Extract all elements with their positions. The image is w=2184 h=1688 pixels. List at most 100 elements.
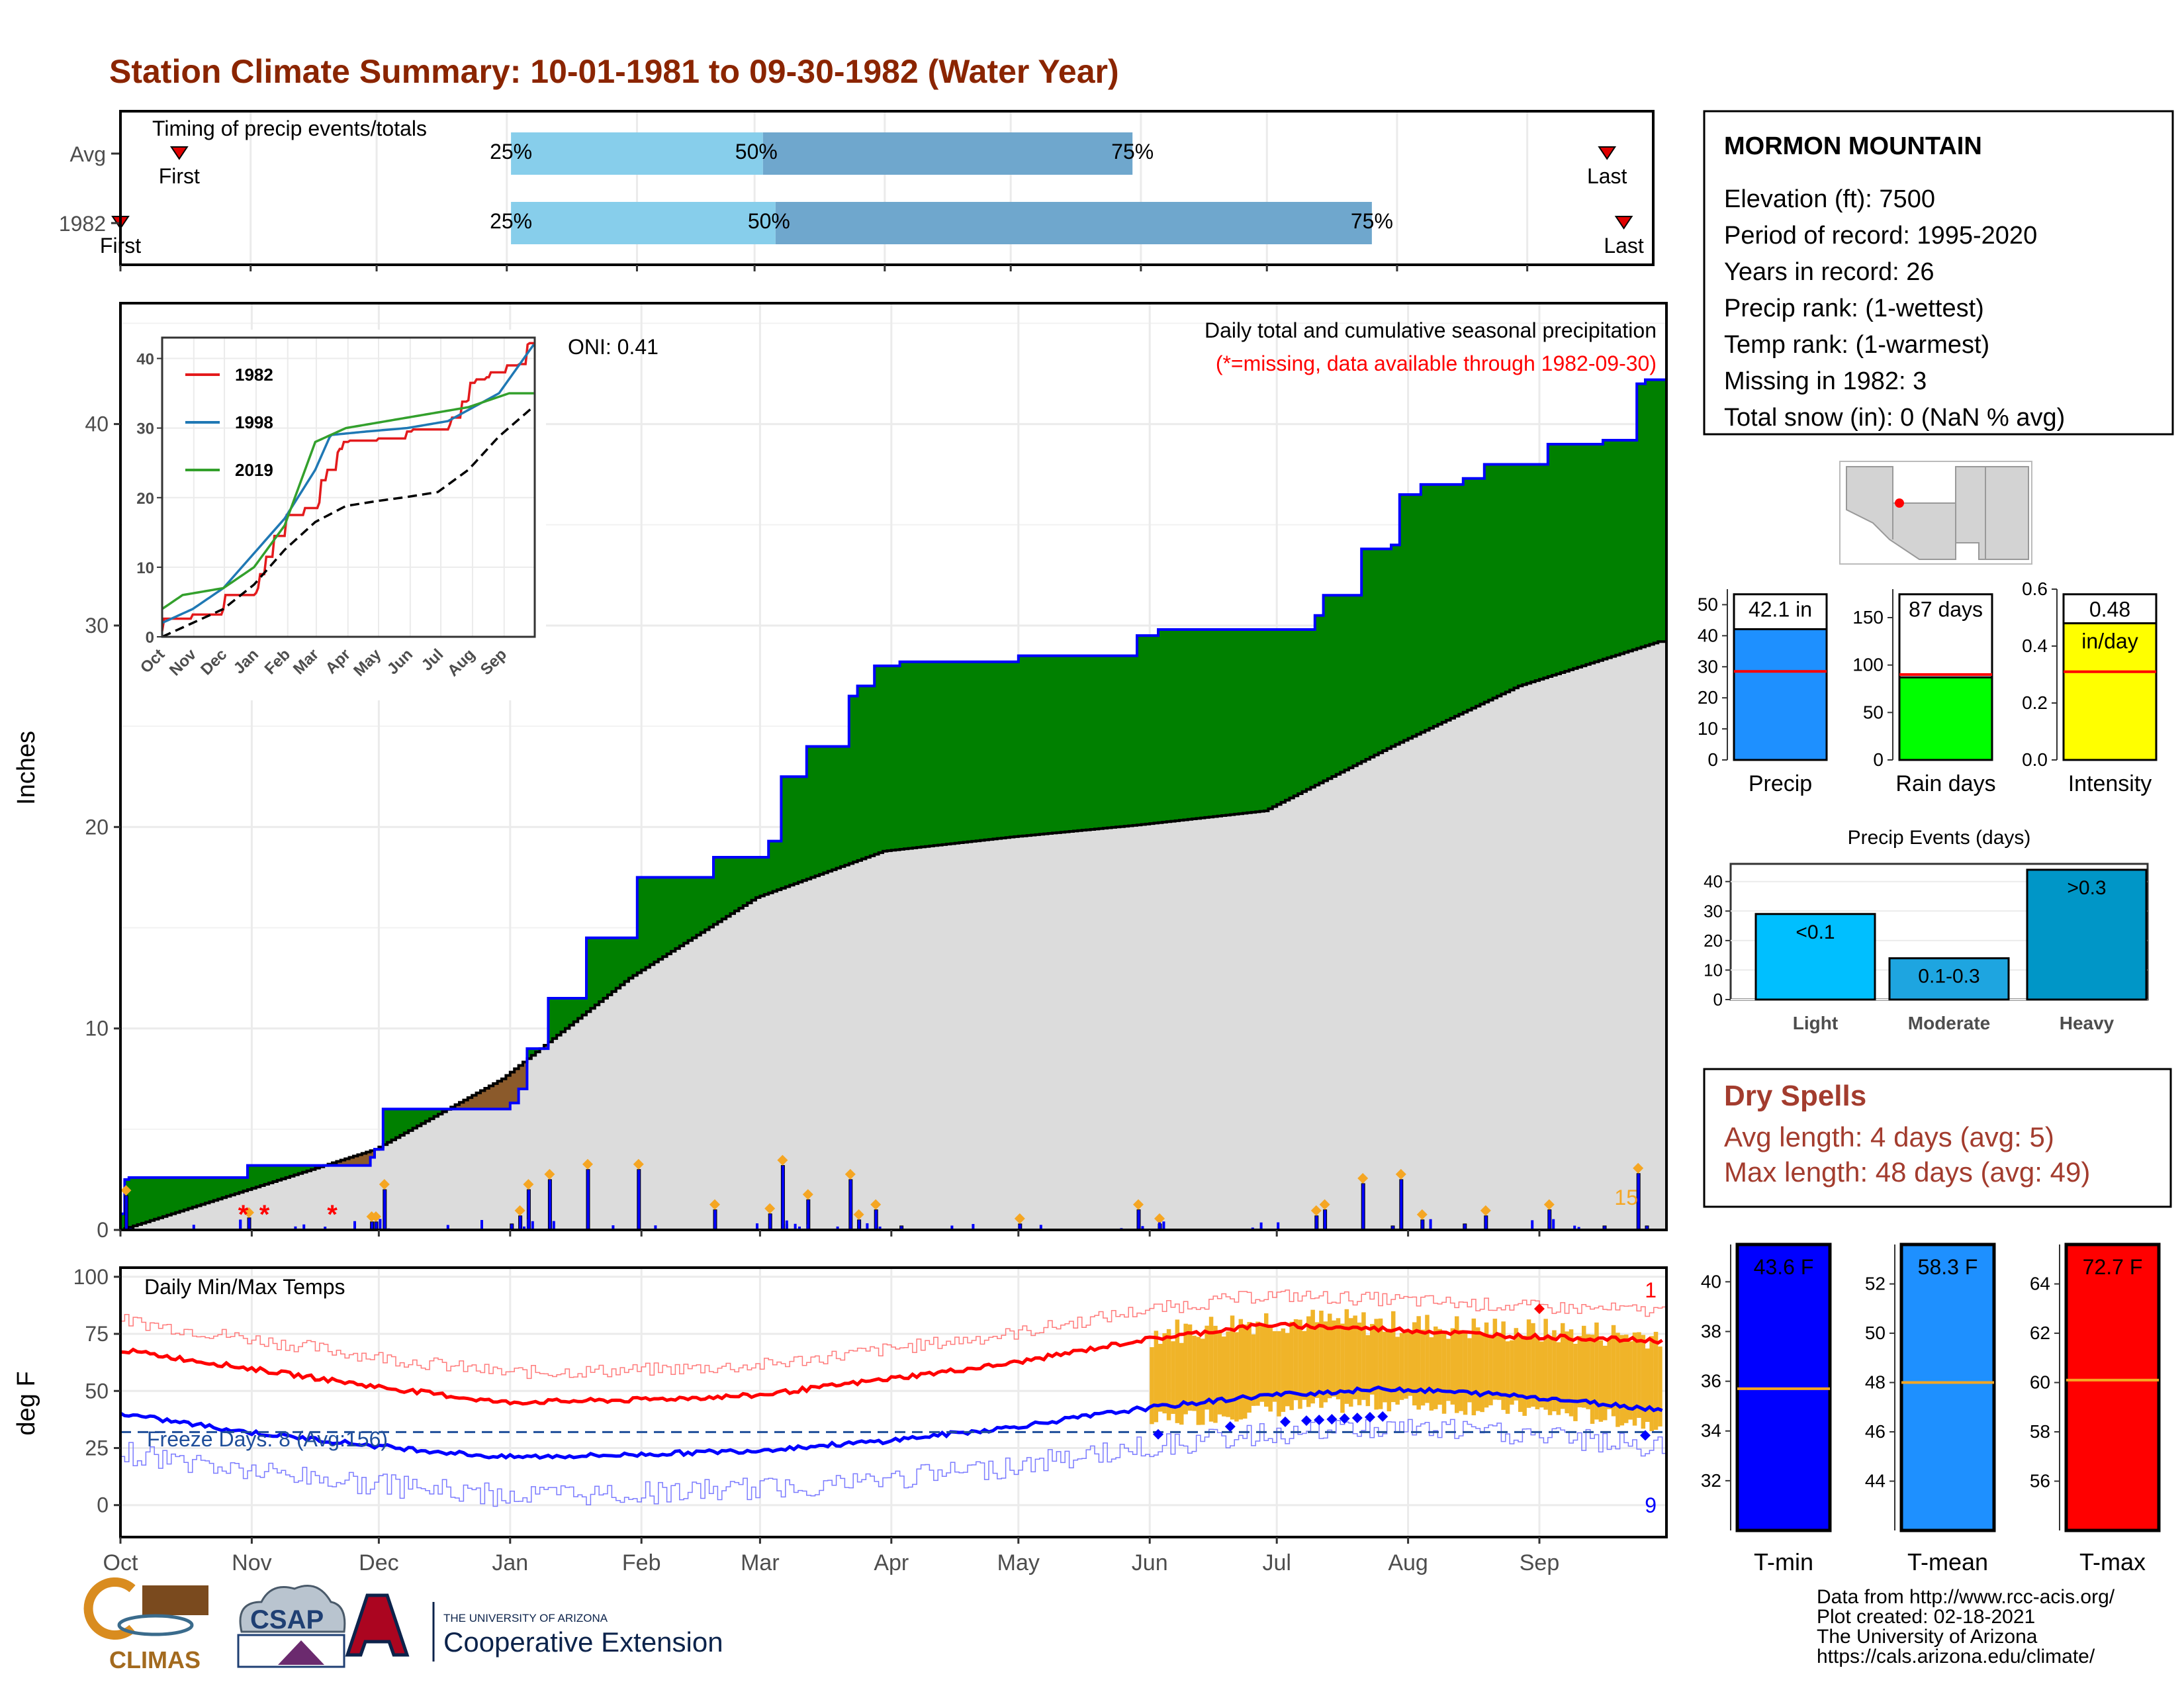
events-bar [1754, 913, 1876, 1001]
daily-temp-bar [1293, 1319, 1298, 1401]
events-title: Precip Events (days) [1848, 827, 2031, 849]
events-category-label: Heavy [2060, 1013, 2115, 1033]
daily-precip-bar [654, 1225, 657, 1230]
daily-precip-bar [1259, 1222, 1263, 1230]
x-tick-label: Oct [103, 1550, 138, 1575]
daily-precip-bar [527, 1219, 530, 1230]
heavy-event-marker [1154, 1213, 1165, 1224]
daily-temp-bar [1518, 1336, 1523, 1412]
daily-temp-bar [1649, 1336, 1654, 1431]
daily-precip-bar [523, 1226, 525, 1230]
temp-bar-tick-label: 36 [1701, 1371, 1721, 1391]
x-tick-label: Mar [741, 1550, 780, 1575]
daily-temp-bar [1302, 1331, 1307, 1400]
temp-title: Daily Min/Max Temps [144, 1275, 345, 1299]
daily-temp-bar [1383, 1331, 1387, 1403]
daily-temp-bar [1484, 1322, 1489, 1408]
summary-value-label: 0.48 [2089, 598, 2130, 622]
daily-temp-bar [1187, 1324, 1193, 1411]
x-tick-label: Sep [1520, 1550, 1560, 1575]
missing-data-marker: * [327, 1200, 338, 1229]
daily-temp-bar [1357, 1322, 1362, 1405]
station-name: MORMON MOUNTAIN [1724, 132, 1982, 160]
daily-precip-bar [950, 1225, 954, 1230]
heavy-event-marker [582, 1158, 593, 1170]
record-high-marker [1534, 1303, 1545, 1315]
daily-precip-bar [1531, 1220, 1534, 1230]
events-tick-label: 20 [1704, 931, 1723, 951]
daily-temp-bar [1374, 1319, 1379, 1410]
temp-bar-tick-label: 56 [2030, 1471, 2050, 1491]
daily-temp-bar [1611, 1325, 1616, 1417]
temp-bar-tick-label: 52 [1865, 1274, 1886, 1294]
inset-background [122, 330, 546, 700]
daily-temp-bar [1556, 1342, 1561, 1415]
daily-temp-bar [1497, 1333, 1502, 1400]
inset-y-tick-label: 0 [146, 629, 154, 647]
daily-temp-bar [1222, 1336, 1226, 1417]
daily-precip-bar [1429, 1219, 1432, 1230]
missing-data-marker: * [238, 1200, 249, 1229]
daily-temp-bar [1336, 1318, 1341, 1399]
daily-temp-bar [1281, 1328, 1286, 1412]
events-category-label: Moderate [1908, 1013, 1990, 1033]
freeze-days-label: Freeze Days: 8 (Avg:156) [147, 1427, 388, 1451]
y-tick-label: 0 [97, 1493, 109, 1517]
summary-tick-label: 0.2 [2022, 692, 2048, 713]
daily-temp-bar [1285, 1333, 1290, 1407]
daily-temp-bar [1192, 1335, 1197, 1411]
heavy-event-marker [1357, 1173, 1369, 1184]
daily-temp-bar [1255, 1321, 1260, 1406]
y-tick-label: 25 [85, 1436, 109, 1460]
heavy-event-marker [1014, 1213, 1025, 1224]
daily-temp-bar [1365, 1335, 1371, 1407]
plot-border [119, 1266, 1668, 1538]
daily-temp-bar [1459, 1330, 1463, 1411]
precip-panel: * * * 0 10 20 30 40 Inches ONI: 0.41 Daily total a… [13, 302, 1668, 1242]
summary-tick-label: 20 [1698, 687, 1718, 708]
daily-temp-bar [1259, 1324, 1265, 1402]
footer-line: Plot created: 02-18-2021 [1817, 1606, 2035, 1628]
y-tick-label: 50 [85, 1379, 109, 1403]
timing-bar-late [762, 132, 1133, 175]
daily-precip-bar [1573, 1225, 1576, 1230]
daily-temp-bar [1450, 1328, 1455, 1405]
events-category-label: Light [1793, 1013, 1838, 1033]
daily-precip-bar [637, 1169, 641, 1231]
observed-cumulative-line [120, 378, 1666, 1215]
timing-row-label: Avg [69, 142, 106, 166]
summary-value-label: 42.1 in [1749, 598, 1812, 622]
plot-border [119, 110, 1655, 266]
daily-precip-bar [768, 1213, 772, 1231]
daily-precip-bar [531, 1221, 534, 1230]
daily-precip-bar [1039, 1225, 1042, 1230]
daily-temp-bar [1632, 1332, 1637, 1426]
temp-panel: 0 25 50 75 100 Oct Nov Dec Jan Feb Mar Apr May Jun Jul… [13, 1265, 1668, 1575]
daily-precip-bar [612, 1225, 615, 1230]
temp-bar-tick-label: 46 [1865, 1421, 1886, 1442]
daily-temp-bar [1531, 1323, 1535, 1407]
csap-logo: CSAP [237, 1585, 346, 1668]
record-low-marker [1351, 1412, 1363, 1423]
temp-bar-value-label: 58.3 F [1918, 1255, 1978, 1279]
series-1982-line [161, 342, 534, 632]
footer-line: Data from http://www.rcc-acis.org/ [1817, 1586, 2115, 1608]
daily-temp-bar [1162, 1333, 1167, 1414]
daily-temp-bar [1319, 1310, 1324, 1408]
daily-temp-bar [1561, 1323, 1565, 1409]
daily-precip-bar [480, 1220, 483, 1230]
missing-data-marker: * [259, 1200, 270, 1229]
station-line: Precip rank: (1-wettest) [1724, 295, 1984, 322]
daily-temp-bar [1543, 1319, 1548, 1410]
record-low-count: 9 [1645, 1493, 1657, 1517]
heavy-event-marker [764, 1203, 776, 1214]
last-event-marker [1614, 216, 1633, 230]
timing-bar-early [511, 202, 776, 244]
daily-temp-bar [1408, 1330, 1413, 1396]
daily-temp-bar [1619, 1335, 1625, 1426]
heavy-event-marker [544, 1168, 555, 1180]
daily-temp-bar [1217, 1331, 1222, 1415]
events-bar [2026, 868, 2148, 1001]
daily-temp-bar [1594, 1322, 1599, 1420]
record-low-marker [1640, 1430, 1651, 1441]
